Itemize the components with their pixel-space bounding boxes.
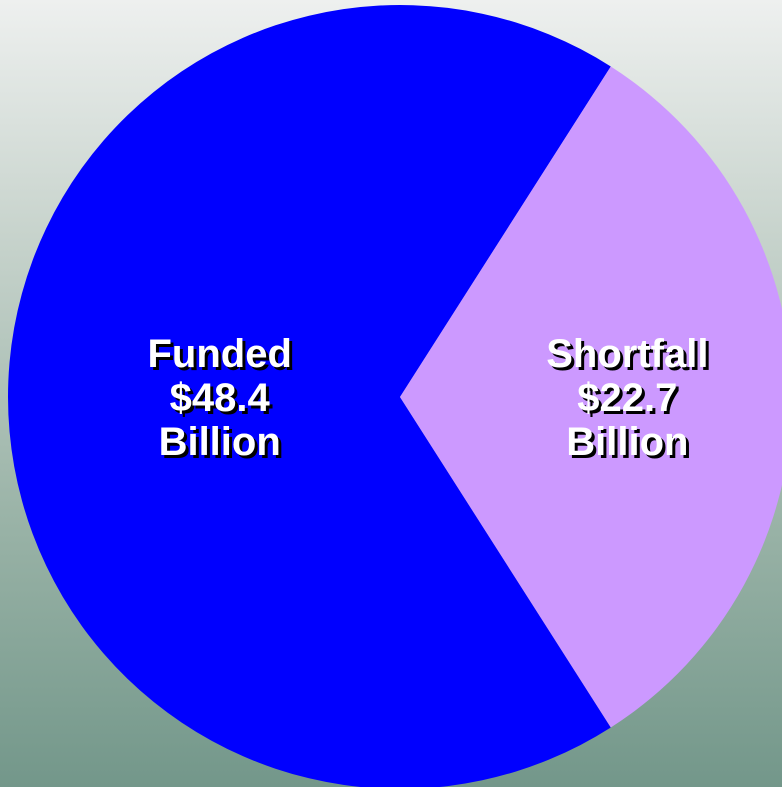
pie-label-line: $22.7: [577, 376, 677, 420]
pie-label-line: $48.4: [170, 376, 271, 420]
pie-label-shadow: Billion: [569, 423, 691, 467]
pie-label-shadow: $22.7: [580, 379, 680, 423]
pie-label-line: Shortfall: [546, 332, 708, 376]
pie-label-shadow: Funded: [150, 335, 294, 379]
pie-label-shadow: $48.4: [173, 379, 274, 423]
pie-slice-shortfall: [400, 66, 782, 728]
pie-slices: [7, 5, 782, 787]
pie-slice-funded: [7, 5, 611, 787]
pie-label-shadow: Shortfall: [549, 335, 711, 379]
pie-label-shadow: Billion: [162, 423, 284, 467]
pie-label-line: Billion: [566, 420, 688, 464]
pie-label-shortfall: ShortfallShortfall$22.7$22.7BillionBilli…: [546, 332, 711, 467]
pie-label-line: Billion: [159, 420, 281, 464]
pie-label-line: Funded: [147, 332, 291, 376]
